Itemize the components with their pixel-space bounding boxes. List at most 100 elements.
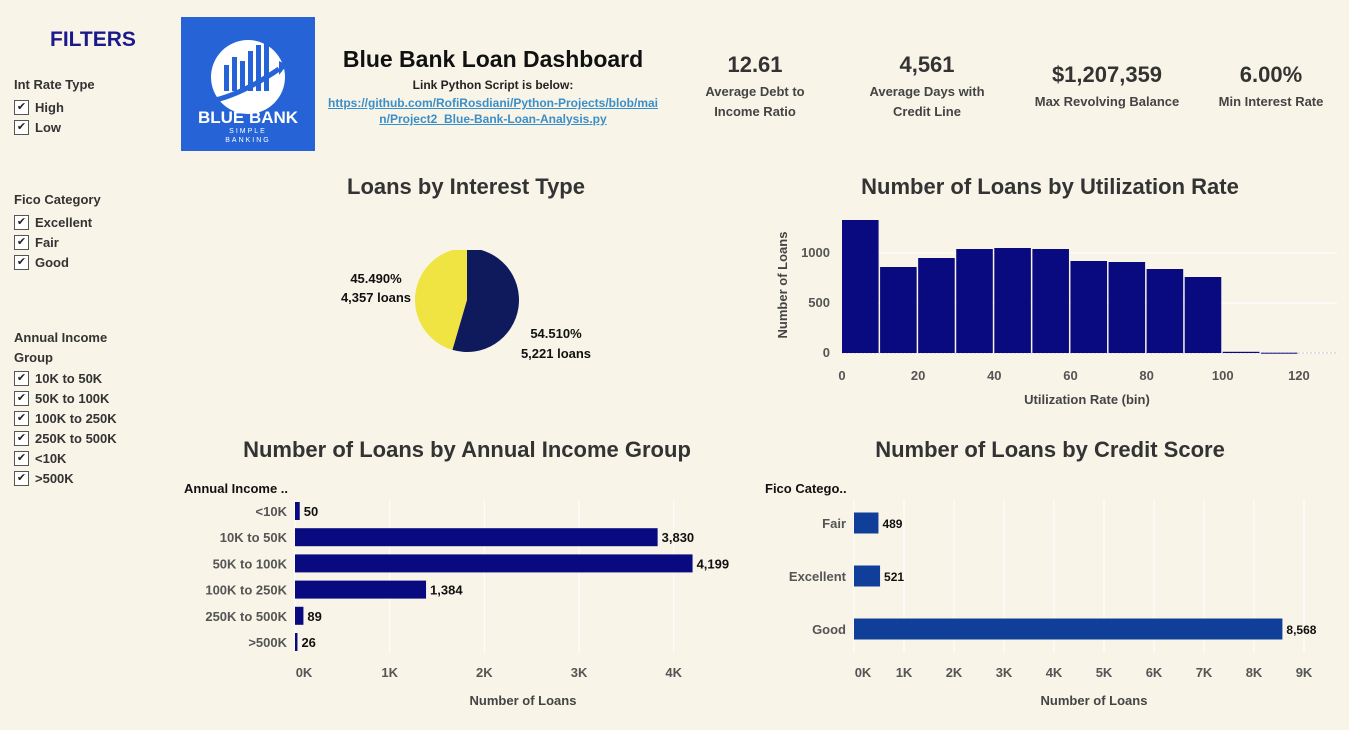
x-tick-label: 1K [896,665,913,680]
checkbox-checked-icon[interactable]: ✔ [14,390,29,406]
filter-option-label: 10K to 50K [35,370,103,386]
x-tick-label: 2K [476,665,493,680]
bar-value-label: 4,199 [697,556,730,571]
bar-value-label: 50 [304,504,318,519]
filter-option-label: 50K to 100K [35,390,110,406]
bar[interactable] [295,633,298,651]
histogram-bar[interactable] [994,248,1031,353]
x-tick-label: 100 [1212,368,1234,383]
category-label: 250K to 500K [205,609,287,624]
bar[interactable] [295,580,427,599]
bar[interactable] [295,528,658,547]
histogram-bar[interactable] [956,249,993,353]
filter-group-title: Fico Category [14,192,101,207]
pie-slice-high[interactable] [415,250,467,350]
category-header: Annual Income .. [184,481,288,496]
bar-value-label: 26 [301,635,315,650]
bar-value-label: 521 [884,570,904,584]
dashboard-subtitle: Link Python Script is below: [412,78,574,92]
filter-option-50k-100k[interactable]: ✔ 50K to 100K [14,388,124,408]
filter-option-good[interactable]: ✔ Good [14,252,101,272]
filter-option-high[interactable]: ✔ High [14,97,95,117]
bar[interactable] [854,618,1283,640]
histogram-bar[interactable] [1260,352,1298,354]
pie-chart: 45.490% 4,357 loans 54.510% 5,221 loans [341,250,591,361]
category-label: 10K to 50K [220,530,288,545]
kpi-debt-to-income: 12.61 Average Debt to Income Ratio [672,52,838,122]
bar[interactable] [295,502,300,520]
kpi-label: Average Days with Credit Line [869,84,985,119]
kpi-min-interest-rate: 6.00% Min Interest Rate [1206,62,1336,112]
filter-group-title: Annual Income Group [14,330,108,365]
histogram-bar[interactable] [1146,269,1184,353]
filter-option-250k-500k[interactable]: ✔ 250K to 500K [14,428,124,448]
chart-title-interest-type: Loans by Interest Type [347,174,585,199]
checkbox-checked-icon[interactable]: ✔ [14,214,29,230]
kpi-max-revolving-balance: $1,207,359 Max Revolving Balance [1022,62,1192,112]
histogram-bar[interactable] [1070,261,1108,353]
filter-option-label: Fair [35,234,59,250]
x-tick-label: 20 [911,368,925,383]
histogram-bar[interactable] [1184,277,1222,353]
checkbox-checked-icon[interactable]: ✔ [14,450,29,466]
x-tick-label: 3K [996,665,1013,680]
filter-group-int-rate: Int Rate Type ✔ High ✔ Low [14,77,95,137]
filter-option-100k-250k[interactable]: ✔ 100K to 250K [14,408,124,428]
kpi-label: Average Debt to Income Ratio [705,84,805,119]
category-label: 100K to 250K [205,583,287,598]
x-tick-label: 4K [1046,665,1063,680]
bar[interactable] [295,606,304,625]
checkbox-checked-icon[interactable]: ✔ [14,99,29,115]
filter-option-under-10k[interactable]: ✔ <10K [14,448,124,468]
y-tick-label: 0 [823,345,830,360]
bar[interactable] [295,554,693,573]
filter-option-label: High [35,99,64,115]
checkbox-checked-icon[interactable]: ✔ [14,470,29,486]
filter-option-fair[interactable]: ✔ Fair [14,232,101,252]
histogram-bar[interactable] [1222,351,1260,353]
pie-count-label: 4,357 loans [341,290,411,305]
pie-slice-low[interactable] [452,250,519,352]
histogram-bar[interactable] [918,258,955,353]
filter-option-low[interactable]: ✔ Low [14,117,95,137]
chart-title-income-group: Number of Loans by Annual Income Group [243,437,691,462]
bar-value-label: 489 [882,517,902,531]
python-script-link[interactable]: https://github.com/RofiRosdiani/Python-P… [328,96,658,126]
kpi-label: Min Interest Rate [1218,94,1324,109]
category-label: Fair [822,516,846,531]
checkbox-checked-icon[interactable]: ✔ [14,410,29,426]
checkbox-checked-icon[interactable]: ✔ [14,254,29,270]
filter-option-label: Low [35,119,61,135]
checkbox-checked-icon[interactable]: ✔ [14,430,29,446]
kpi-value: 4,561 [899,52,955,77]
utilization-histogram: 0 500 1000 0 20 40 60 80 100 120 Number of Loans… [775,220,1337,407]
x-tick-label: 0K [855,665,872,680]
x-tick-label: 0K [296,665,313,680]
y-tick-label: 1000 [801,245,830,260]
x-axis-title: Utilization Rate (bin) [1024,392,1150,407]
x-axis-title: Number of Loans [470,693,577,708]
bar-chart-arrow-icon: BLUE BANK SIMPLE BANKING [198,39,299,144]
filter-option-10k-50k[interactable]: ✔ 10K to 50K [14,368,124,388]
filters-title: FILTERS [50,28,136,51]
histogram-bar[interactable] [1108,262,1146,353]
histogram-bar[interactable] [842,220,879,353]
bar[interactable] [854,565,881,587]
histogram-bar[interactable] [880,267,917,353]
kpi-value: 6.00% [1239,62,1303,87]
checkbox-checked-icon[interactable]: ✔ [14,234,29,250]
filter-option-excellent[interactable]: ✔ Excellent [14,212,101,232]
filter-group-title: Int Rate Type [14,77,95,92]
pie-pct-label: 45.490% [350,271,402,286]
x-tick-label: 3K [571,665,588,680]
category-label: >500K [248,635,287,650]
x-tick-label: 9K [1296,665,1313,680]
logo-tagline-1: SIMPLE [229,128,267,135]
checkbox-checked-icon[interactable]: ✔ [14,370,29,386]
bar-value-label: 89 [307,609,321,624]
checkbox-checked-icon[interactable]: ✔ [14,119,29,135]
bar[interactable] [854,512,879,534]
category-label: <10K [256,504,288,519]
filter-option-over-500k[interactable]: ✔ >500K [14,468,124,488]
histogram-bar[interactable] [1032,249,1069,353]
